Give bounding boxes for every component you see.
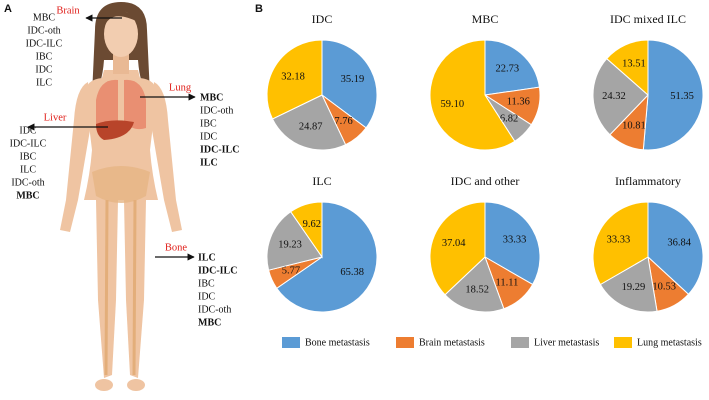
value-label: 35.19 bbox=[341, 74, 365, 85]
value-label: 24.87 bbox=[299, 122, 323, 133]
pie-slice bbox=[429, 39, 516, 151]
pie-slice bbox=[321, 39, 378, 129]
subtype-label: IDC bbox=[19, 125, 37, 136]
pie-slice bbox=[290, 201, 323, 259]
value-label: 22.73 bbox=[496, 64, 520, 75]
value-label: 11.36 bbox=[507, 97, 530, 108]
value-label: 65.38 bbox=[340, 267, 364, 278]
subtype-label: IBC bbox=[200, 118, 217, 129]
pie-title: ILC bbox=[312, 174, 331, 188]
legend-swatch bbox=[614, 337, 632, 348]
site-label: Lung bbox=[169, 82, 192, 93]
subtype-label: MBC bbox=[16, 190, 39, 201]
value-label: 51.35 bbox=[670, 91, 694, 102]
subtype-label: IBC bbox=[20, 151, 37, 162]
value-label: 19.29 bbox=[622, 282, 646, 293]
pie-title: MBC bbox=[472, 12, 499, 26]
panel-label: A bbox=[4, 3, 12, 15]
pie-slice bbox=[271, 94, 347, 151]
subtype-label: IDC-oth bbox=[27, 25, 60, 36]
value-label: 10.81 bbox=[622, 120, 646, 131]
subtype-label: IBC bbox=[36, 51, 53, 62]
pie-title: IDC and other bbox=[451, 174, 520, 188]
pie-slice bbox=[429, 201, 486, 296]
value-label: 11.11 bbox=[495, 278, 518, 289]
pie-slice bbox=[266, 39, 323, 120]
value-label: 59.10 bbox=[440, 99, 464, 110]
pie-slice bbox=[647, 201, 704, 295]
subtype-label: IDC-ILC bbox=[26, 38, 63, 49]
value-label: 33.33 bbox=[607, 234, 631, 245]
subtype-label: IDC-ILC bbox=[10, 138, 47, 149]
subtype-label: MBC bbox=[200, 92, 223, 103]
subtype-label: ILC bbox=[36, 77, 52, 88]
value-label: 33.33 bbox=[503, 234, 527, 245]
legend-label: Bone metastasis bbox=[305, 337, 370, 348]
pie-slice bbox=[592, 201, 649, 286]
pie-slice bbox=[484, 39, 541, 96]
pie-slice bbox=[606, 39, 649, 97]
value-label: 5.77 bbox=[282, 265, 300, 276]
arrows bbox=[27, 14, 196, 261]
site-label: Liver bbox=[44, 112, 67, 123]
subtype-label: ILC bbox=[20, 164, 36, 175]
value-label: 24.32 bbox=[602, 91, 626, 102]
value-label: 19.23 bbox=[278, 239, 302, 250]
value-label: 32.18 bbox=[281, 71, 305, 82]
pie-slice bbox=[276, 201, 378, 313]
pie-title: IDC mixed ILC bbox=[610, 12, 686, 26]
subtype-label: IDC-oth bbox=[198, 304, 231, 315]
pie-title: Inflammatory bbox=[615, 174, 681, 188]
legend-swatch bbox=[282, 337, 300, 348]
panel-label: B bbox=[255, 3, 263, 15]
subtype-label: ILC bbox=[200, 157, 218, 168]
subtype-label: IDC-oth bbox=[200, 105, 233, 116]
value-label: 37.04 bbox=[442, 238, 466, 249]
subtype-label: IDC-ILC bbox=[200, 144, 239, 155]
subtype-label: ILC bbox=[198, 252, 216, 263]
pie-title: IDC bbox=[312, 12, 333, 26]
subtype-label: IDC bbox=[35, 64, 53, 75]
pie-slice bbox=[484, 201, 541, 286]
value-label: 13.51 bbox=[622, 58, 646, 69]
subtype-label: IBC bbox=[198, 278, 215, 289]
pie-slice bbox=[642, 39, 704, 151]
legend-label: Brain metastasis bbox=[419, 337, 485, 348]
pie-slice bbox=[599, 256, 658, 313]
subtype-label: MBC bbox=[198, 317, 221, 328]
pie-slice bbox=[444, 256, 505, 313]
value-label: 10.53 bbox=[652, 281, 676, 292]
site-label: Brain bbox=[56, 5, 80, 16]
site-label: Bone bbox=[165, 242, 188, 253]
value-label: 9.62 bbox=[303, 219, 321, 230]
legend-swatch bbox=[511, 337, 529, 348]
legend-swatch bbox=[396, 337, 414, 348]
value-label: 36.84 bbox=[667, 238, 691, 249]
legend-label: Lung metastasis bbox=[637, 337, 702, 348]
subtype-label: MBC bbox=[33, 12, 56, 23]
body-illustration bbox=[60, 2, 182, 391]
value-label: 6.82 bbox=[500, 114, 518, 125]
value-label: 18.52 bbox=[465, 285, 489, 296]
subtype-label: IDC bbox=[200, 131, 218, 142]
pie-slice bbox=[592, 57, 649, 136]
value-label: 7.76 bbox=[334, 116, 352, 127]
subtype-label: IDC bbox=[198, 291, 216, 302]
legend-label: Liver metastasis bbox=[534, 337, 599, 348]
subtype-label: IDC-ILC bbox=[198, 265, 237, 276]
pie-slice bbox=[266, 211, 323, 271]
subtype-label: IDC-oth bbox=[11, 177, 44, 188]
